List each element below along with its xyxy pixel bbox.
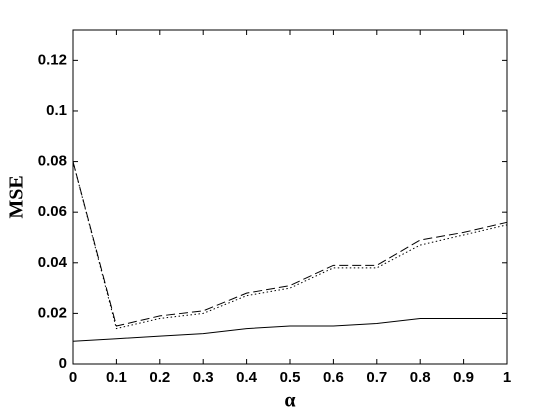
y-tick-label: 0.06 — [38, 203, 67, 220]
line — [72, 317, 507, 342]
y-axis-title: MSE — [6, 175, 28, 218]
line — [72, 161, 508, 327]
y-tick-label: 0.02 — [38, 304, 67, 321]
x-tick-label: 0.6 — [323, 369, 344, 386]
x-tick-label: 0 — [69, 369, 77, 386]
y-tick-label: 0.08 — [38, 153, 67, 170]
y-tick-label: 0.1 — [46, 102, 67, 119]
x-tick-label: 0.2 — [149, 369, 170, 386]
x-tick-label: 0.5 — [280, 369, 301, 386]
x-tick-label: 0.3 — [193, 369, 214, 386]
y-tick-label: 0.12 — [38, 51, 67, 68]
x-axis-title: α — [284, 390, 295, 412]
x-tick-label: 0.1 — [106, 369, 127, 386]
y-tick-label: 0 — [59, 355, 67, 372]
x-tick-label: 0.9 — [453, 369, 474, 386]
x-tick-label: 0.8 — [410, 369, 431, 386]
x-tick-label: 0.4 — [236, 369, 258, 386]
y-tick-label: 0.04 — [38, 254, 68, 271]
x-tick-label: 1 — [503, 369, 511, 386]
x-tick-label: 0.7 — [366, 369, 387, 386]
plot-area — [72, 29, 508, 365]
